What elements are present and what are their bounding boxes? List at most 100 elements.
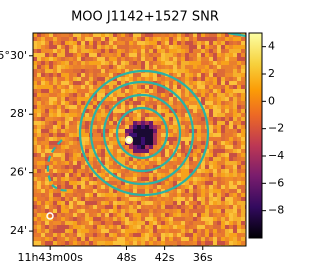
pixel xyxy=(37,81,41,85)
pixel xyxy=(185,221,189,225)
pixel xyxy=(101,157,105,161)
pixel xyxy=(61,197,65,201)
pixel xyxy=(65,133,69,137)
pixel xyxy=(93,205,97,209)
pixel xyxy=(113,89,117,93)
pixel xyxy=(177,73,181,77)
pixel xyxy=(37,113,41,117)
pixel xyxy=(189,109,193,113)
pixel xyxy=(141,153,145,157)
pixel xyxy=(181,141,185,145)
pixel xyxy=(217,33,221,37)
pixel xyxy=(117,65,121,69)
pixel xyxy=(241,117,245,121)
pixel xyxy=(105,149,109,153)
pixel xyxy=(53,49,57,53)
pixel xyxy=(113,121,117,125)
pixel xyxy=(57,205,61,209)
pixel xyxy=(237,205,241,209)
pixel xyxy=(209,229,213,233)
pixel xyxy=(241,145,245,149)
pixel xyxy=(125,181,129,185)
pixel xyxy=(133,137,137,141)
pixel xyxy=(73,153,77,157)
pixel xyxy=(205,225,209,229)
pixel xyxy=(81,93,85,97)
pixel xyxy=(225,85,229,89)
pixel xyxy=(61,109,65,113)
pixel xyxy=(105,213,109,217)
pixel xyxy=(97,45,101,49)
pixel xyxy=(37,229,41,233)
pixel xyxy=(241,73,245,77)
pixel xyxy=(53,229,57,233)
pixel xyxy=(213,177,217,181)
pixel xyxy=(193,81,197,85)
pixel xyxy=(209,153,213,157)
pixel xyxy=(141,217,145,221)
pixel xyxy=(181,33,185,37)
colorbar-tick-label: 2 xyxy=(268,67,275,80)
pixel xyxy=(133,141,137,145)
pixel xyxy=(241,189,245,193)
pixel xyxy=(105,165,109,169)
pixel xyxy=(233,209,237,213)
pixel xyxy=(209,205,213,209)
pixel xyxy=(165,177,169,181)
pixel xyxy=(113,57,117,61)
pixel xyxy=(209,233,213,237)
pixel xyxy=(213,41,217,45)
pixel xyxy=(185,33,189,37)
pixel xyxy=(161,233,165,237)
pixel xyxy=(229,225,233,229)
pixel xyxy=(97,125,101,129)
pixel xyxy=(177,33,181,37)
pixel xyxy=(233,125,237,129)
pixel xyxy=(169,209,173,213)
pixel xyxy=(73,233,77,237)
pixel xyxy=(157,41,161,45)
pixel xyxy=(181,205,185,209)
pixel xyxy=(73,73,77,77)
pixel xyxy=(109,157,113,161)
pixel xyxy=(77,237,81,241)
pixel xyxy=(225,213,229,217)
pixel xyxy=(49,169,53,173)
pixel xyxy=(185,125,189,129)
pixel xyxy=(153,149,157,153)
pixel xyxy=(117,217,121,221)
pixel xyxy=(65,229,69,233)
pixel xyxy=(197,81,201,85)
pixel xyxy=(45,33,49,37)
pixel xyxy=(177,233,181,237)
pixel xyxy=(233,77,237,81)
pixel xyxy=(33,225,37,229)
pixel xyxy=(141,109,145,113)
pixel xyxy=(109,101,113,105)
pixel xyxy=(133,209,137,213)
pixel xyxy=(221,181,225,185)
contour-dashed xyxy=(46,139,71,192)
pixel xyxy=(185,37,189,41)
pixel xyxy=(213,61,217,65)
pixel xyxy=(185,217,189,221)
pixel xyxy=(177,181,181,185)
pixel xyxy=(225,145,229,149)
pixel xyxy=(77,77,81,81)
pixel xyxy=(101,93,105,97)
pixel xyxy=(169,177,173,181)
pixel xyxy=(45,197,49,201)
pixel xyxy=(237,73,241,77)
pixel xyxy=(169,221,173,225)
pixel xyxy=(121,117,125,121)
pixel xyxy=(225,177,229,181)
pixel xyxy=(69,133,73,137)
pixel xyxy=(201,117,205,121)
pixel xyxy=(69,221,73,225)
pixel xyxy=(209,177,213,181)
pixel xyxy=(101,125,105,129)
pixel xyxy=(209,81,213,85)
pixel xyxy=(85,105,89,109)
pixel xyxy=(137,89,141,93)
pixel xyxy=(33,177,37,181)
